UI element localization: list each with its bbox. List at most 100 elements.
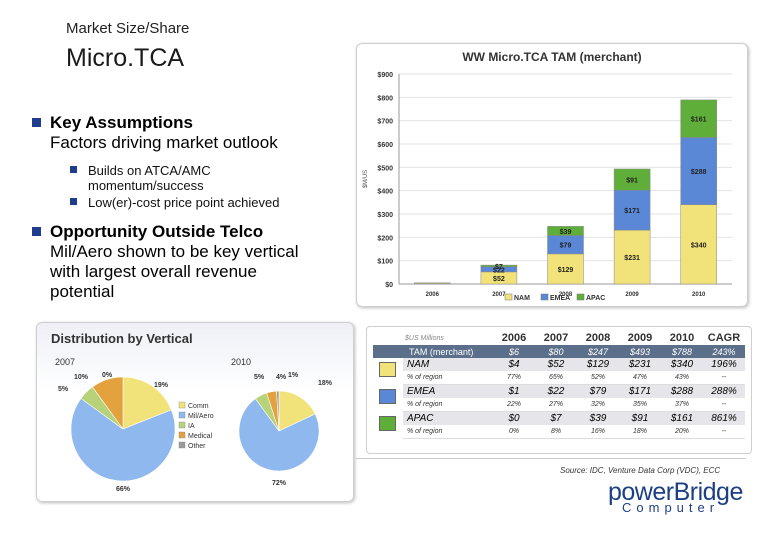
bar-segment-apac — [680, 99, 717, 138]
pie-slice-mil-aero — [238, 398, 320, 472]
bullet-square-icon — [70, 198, 77, 205]
y-tick-label: $0 — [385, 282, 393, 289]
region-name: NAM — [403, 358, 493, 371]
table-cell: 196% — [703, 358, 745, 371]
y-tick-label: $700 — [377, 119, 393, 126]
pie-slice-medical — [92, 376, 124, 430]
table-cell: 8% — [535, 425, 577, 439]
bar-data-label: $7 — [495, 264, 503, 271]
nam-swatch — [379, 362, 396, 378]
pie-legend-label: Mil/Aero — [188, 413, 214, 420]
table-row-emea-pct: % of region 22% 27% 32% 35% 37% -- — [373, 398, 745, 412]
table-cell — [373, 331, 403, 345]
y-tick-label: $400 — [377, 189, 393, 196]
pie-year-label: 2007 — [55, 357, 75, 367]
pie-legend-swatch — [178, 411, 186, 419]
bar-data-label: $22 — [493, 267, 505, 274]
table-cell: $91 — [619, 411, 661, 425]
page-title: Micro.TCA — [66, 44, 185, 72]
table-cell: 16% — [577, 425, 619, 439]
pie-legend-swatch — [178, 401, 186, 409]
table-header-cell: CAGR — [707, 332, 741, 344]
y-tick-label: $800 — [377, 95, 393, 102]
pie-legend-swatch — [178, 441, 186, 449]
table-cell: 37% — [661, 398, 703, 412]
bar-data-label: $39 — [560, 229, 572, 236]
table-header-row: $US Millions 2006 2007 2008 2009 2010 CA… — [373, 331, 745, 345]
pie-data-label: 1% — [288, 372, 299, 379]
table-cell: $788 — [671, 346, 693, 357]
table-cell — [373, 412, 403, 439]
table-cell — [373, 345, 403, 358]
table-cell: -- — [703, 371, 745, 385]
bar-data-label: $52 — [493, 276, 505, 283]
x-tick-label: 2009 — [625, 292, 639, 298]
tam-table-panel: $US Millions 2006 2007 2008 2009 2010 CA… — [366, 326, 752, 454]
table-cell — [373, 358, 403, 385]
pct-label: % of region — [403, 425, 493, 439]
stacked-bar-chart: $0 $100 $200 $300 $400 $500 $600 $700 $800 $900 $M… — [363, 72, 732, 302]
y-tick-label: $300 — [377, 212, 393, 219]
table-cell: 861% — [703, 411, 745, 425]
bar-data-label: $161 — [691, 117, 707, 124]
pie-legend-label: Comm — [188, 403, 209, 410]
table-cell: $288 — [661, 384, 703, 398]
legend-swatch — [576, 293, 585, 301]
table-cell: 0% — [493, 425, 535, 439]
bar-data-label: $340 — [691, 242, 707, 249]
pie-legend-label: Medical — [188, 433, 213, 440]
region-name: EMEA — [403, 384, 493, 398]
source-note: Source: IDC, Venture Data Corp (VDC), EC… — [560, 466, 721, 475]
pie-slice-comm — [122, 376, 172, 430]
pie-slice-other — [276, 390, 280, 432]
legend-label: EMEA — [550, 295, 570, 302]
y-tick-label: $100 — [377, 259, 393, 266]
tam-label: TAM (merchant) — [409, 346, 474, 357]
distribution-panel: Distribution by Vertical 2007 19% 66% 5% 10%… — [36, 322, 354, 502]
table-row-apac-pct: % of region 0% 8% 16% 18% 20% -- — [373, 425, 745, 439]
distribution-title: Distribution by Vertical — [51, 331, 193, 346]
table-cell: $0 — [493, 411, 535, 425]
x-tick-label: 2010 — [692, 292, 706, 298]
table-cell: -- — [703, 398, 745, 412]
pie-data-label: 72% — [272, 480, 287, 487]
table-cell: $171 — [619, 384, 661, 398]
table-header-cell: 2009 — [627, 332, 653, 344]
table-cell: 20% — [661, 425, 703, 439]
company-logo-sub: Computer — [622, 500, 720, 515]
pie-data-label: 5% — [58, 386, 69, 393]
y-axis-label: $M/US — [363, 170, 369, 188]
table-cell: 52% — [577, 371, 619, 385]
bullet-square-icon — [32, 227, 41, 236]
y-tick-label: $500 — [377, 165, 393, 172]
bullet-sub: Mil/Aero shown to be key vertical with l… — [50, 242, 299, 301]
table-cell: 27% — [535, 398, 577, 412]
pie-slice-comm — [278, 390, 316, 432]
divider — [356, 458, 746, 459]
bar-data-label: $171 — [624, 208, 640, 215]
bullet-item: Low(er)-cost price point achieved — [88, 195, 280, 210]
table-cell: $247 — [587, 346, 609, 357]
key-assumptions-block: Key Assumptions Factors driving market o… — [32, 113, 352, 210]
pie-charts: 2007 19% 66% 5% 10% 0% 2010 18% 72% 5% 4% 1% Comm Mil… — [55, 357, 333, 493]
table-cell: $493 — [629, 346, 651, 357]
table-row-nam-pct: % of region 77% 65% 52% 47% 43% -- — [373, 371, 745, 385]
y-tick-label: $900 — [377, 72, 393, 79]
table-cell: $129 — [577, 358, 619, 371]
y-tick-label: $600 — [377, 142, 393, 149]
table-cell: $39 — [577, 411, 619, 425]
legend-label: NAM — [514, 295, 530, 302]
bullet-square-icon — [32, 118, 41, 127]
table-row-emea: EMEA $1 $22 $79 $171 $288 288% — [373, 384, 745, 404]
bar-segment-apac — [613, 168, 651, 191]
legend-swatch — [504, 293, 513, 301]
pie-legend-swatch — [178, 431, 186, 439]
bar-segment-emea — [613, 189, 651, 231]
pie-year-label: 2010 — [231, 357, 251, 367]
bar-data-label: $91 — [626, 178, 638, 185]
table-cell: $6 — [508, 346, 519, 357]
apac-swatch — [379, 416, 396, 431]
table-header-cell: 2008 — [585, 332, 611, 344]
table-cell: $79 — [577, 384, 619, 398]
bullet-sub: Factors driving market outlook — [50, 133, 278, 152]
